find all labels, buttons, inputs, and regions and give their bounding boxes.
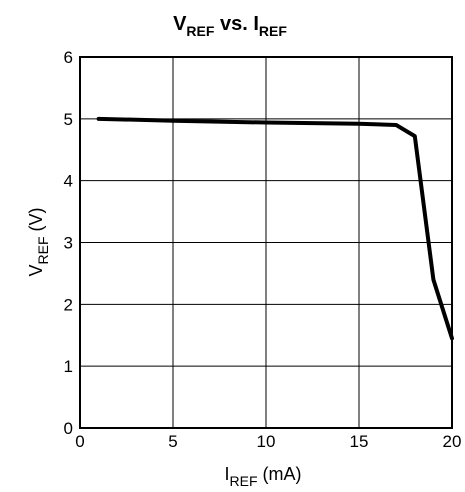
title-v: V [173, 13, 187, 35]
plot-area-frame [79, 56, 453, 429]
y-axis-label-main: V [26, 264, 46, 276]
y-axis-label-unit: (V) [26, 207, 46, 236]
series-line [96, 116, 454, 341]
y-tick-label: 5 [64, 110, 73, 129]
x-tick-label: 20 [443, 432, 462, 451]
grid [79, 56, 453, 429]
chart-title: VREF vs. IREF [173, 13, 287, 39]
y-tick-label: 0 [64, 419, 73, 438]
tick-labels: 0 5 10 15 20 0 1 2 3 4 5 6 [64, 48, 462, 451]
x-axis-label-main: I [224, 464, 229, 484]
title-v-subscript: REF [186, 23, 214, 39]
y-tick-label: 3 [64, 234, 73, 253]
y-tick-label: 4 [64, 172, 73, 191]
title-vs-i: vs. I [214, 13, 258, 35]
y-tick-label: 6 [64, 48, 73, 67]
x-axis-label-unit: (mA) [258, 464, 302, 484]
series-layer [96, 116, 454, 341]
y-axis-label-subscript: REF [35, 236, 51, 264]
x-axis-label: IREF (mA) [224, 464, 301, 489]
title-i-subscript: REF [259, 23, 287, 39]
x-tick-label: 10 [257, 432, 276, 451]
y-axis-label: VREF (V) [26, 207, 51, 276]
y-tick-label: 1 [64, 357, 73, 376]
x-tick-label: 0 [75, 432, 84, 451]
x-tick-label: 5 [168, 432, 177, 451]
y-tick-label: 2 [64, 295, 73, 314]
x-tick-label: 15 [350, 432, 369, 451]
x-axis-label-subscript: REF [230, 473, 258, 489]
